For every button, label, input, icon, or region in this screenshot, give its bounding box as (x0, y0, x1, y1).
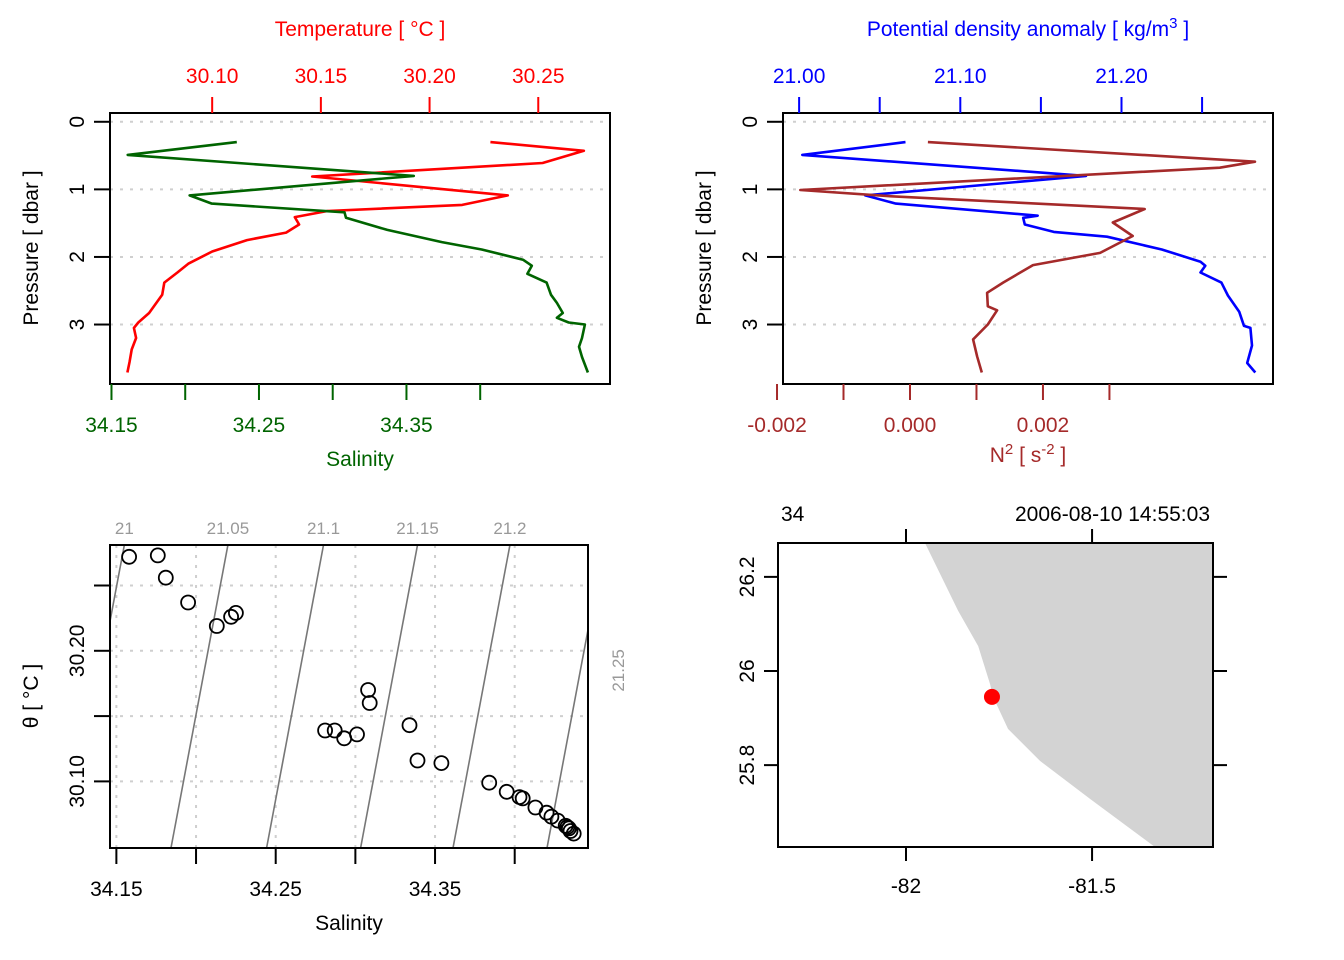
potential-density-anomaly-tick-label: 21.00 (773, 65, 826, 88)
salinity-tick-label: 34.15 (85, 414, 138, 437)
ts-data-point (433, 755, 450, 771)
ts-salinity-axis-title: Salinity (315, 912, 383, 935)
density-axis-title: Potential density anomaly [ kg/m3​ ] (867, 15, 1189, 41)
isopycnal-label-21.25: 21.25 (609, 649, 628, 692)
buoyancy-frequency-squared-tick-label: 0.002 (1017, 414, 1070, 437)
isopycnal-label-21.2: 21.2 (493, 519, 526, 538)
ts-data-point (565, 825, 582, 842)
isopycnal-label-21.05: 21.05 (207, 519, 250, 538)
isopycnal-21.05 (170, 545, 229, 848)
isopycnal-21.15 (359, 545, 419, 848)
n2-axis-title: N2​ [ s-2​ ] (990, 441, 1067, 467)
salinity-profile-line (126, 140, 590, 373)
isopycnal-label-21.1: 21.1 (307, 519, 340, 538)
plot-box (109, 544, 589, 849)
plot-box (109, 112, 611, 385)
ts-data-point (409, 752, 426, 769)
isopycnal-lines (110, 545, 588, 848)
ts-data-point (401, 717, 418, 734)
buoyancy-frequency-squared-profile-line (799, 140, 1257, 373)
isopycnal-21.2 (452, 545, 511, 848)
ts-data-point (349, 726, 365, 743)
station-number-label: 34 (781, 503, 805, 526)
ts-salinity-tick-label: 34.25 (249, 878, 302, 901)
longitude-tick-label: -81.5 (1068, 875, 1116, 898)
pressure-axis-title-right-panel: Pressure [ dbar ] (693, 170, 716, 325)
plot-box (777, 542, 1214, 848)
panel-density-n2-profile: 21.00 21.10 21.20 -0.002 0.000 0.002 0 1 2 3 Pote… (693, 15, 1274, 467)
ts-salinity-tick-label: 34.35 (409, 878, 462, 901)
ts-salinity-tick-label: 34.15 (90, 878, 143, 901)
theta-tick-label: 30.10 (66, 755, 89, 808)
isopycnal-21.1 (265, 545, 325, 848)
latitude-tick-label: 26 (736, 659, 759, 682)
station-location-dot (983, 688, 1000, 705)
temperature-tick-label: 30.20 (403, 65, 456, 88)
map-area (925, 543, 1213, 847)
panel-ts-diagram: 21 21.05 21.1 21.15 21.2 21.25 34.15 34.25 34.35… (20, 519, 628, 935)
temp-sal-profile-dynamic: 30.10 30.15 30.20 30.25 34.15 34.25 34.35 0 1 2 3 (66, 65, 611, 437)
salinity-axis-title: Salinity (326, 448, 394, 471)
station-timestamp-label: 2006-08-10 14:55:03 (1015, 503, 1210, 526)
density-n2-profile-dynamic: 21.00 21.10 21.20 -0.002 0.000 0.002 0 1 2 3 (739, 65, 1274, 437)
temperature-axis-title: Temperature [ °C ] (275, 18, 446, 41)
ts-diagram-dynamic: 21 21.05 21.1 21.15 21.2 21.25 34.15 34.25 34.35… (66, 519, 628, 901)
temperature-tick-label: 30.15 (295, 65, 348, 88)
ts-data-point (561, 820, 577, 837)
pressure-tick-label: 2 (66, 251, 89, 263)
station-map-dynamic: -82 -81.5 26.2 26 25.8 (736, 529, 1227, 898)
pressure-tick-label: 2 (739, 251, 762, 263)
land-polygon (925, 543, 1213, 847)
latitude-tick-label: 25.8 (736, 745, 759, 786)
ts-data-point (223, 608, 240, 625)
ts-data-point (227, 605, 244, 621)
pressure-tick-label: 0 (739, 116, 762, 128)
isopycnal-label-21: 21 (115, 519, 134, 538)
temperature-tick-label: 30.10 (186, 65, 239, 88)
potential-density-anomaly-tick-label: 21.20 (1095, 65, 1148, 88)
ts-data-point (538, 804, 555, 821)
potential-density-anomaly-tick-label: 21.10 (934, 65, 987, 88)
ts-data-point (180, 594, 197, 611)
theta-tick-label: 30.20 (66, 625, 89, 678)
longitude-tick-label: -82 (891, 875, 921, 898)
isopycnal-21.25 (546, 625, 588, 848)
ts-data-point (360, 682, 377, 698)
ts-data-point (317, 722, 334, 739)
ts-data-point (514, 790, 531, 807)
potential-density-anomaly-profile-line (801, 140, 1257, 374)
latitude-tick-label: 26.2 (736, 556, 759, 597)
salinity-tick-label: 34.25 (233, 414, 286, 437)
pressure-tick-label: 3 (66, 319, 89, 331)
ts-data-point (562, 823, 579, 839)
ts-data-point (121, 548, 138, 565)
pressure-tick-label: 0 (66, 116, 89, 128)
pressure-tick-label: 1 (66, 184, 89, 196)
isopycnal-21 (110, 545, 126, 626)
pressure-tick-label: 1 (739, 184, 762, 196)
ts-data-point (336, 730, 353, 747)
ts-data-point (326, 722, 343, 739)
ts-data-point (149, 547, 166, 564)
buoyancy-frequency-squared-tick-label: 0.000 (884, 414, 937, 437)
salinity-tick-label: 34.35 (380, 414, 433, 437)
temperature-profile-line (126, 140, 586, 373)
ts-data-point (481, 774, 498, 791)
ts-data-point (157, 569, 174, 586)
ts-data-point (498, 783, 515, 800)
ts-data-point (208, 618, 225, 634)
pressure-tick-label: 3 (739, 319, 762, 331)
theta-axis-title: θ [ °C ] (20, 664, 43, 728)
isopycnal-label-21.15: 21.15 (396, 519, 439, 538)
ts-data-point (361, 695, 378, 711)
buoyancy-frequency-squared-tick-label: -0.002 (747, 414, 807, 437)
pressure-axis-title: Pressure [ dbar ] (20, 170, 43, 325)
panel-station-map: -82 -81.5 26.2 26 25.8 34 2006-08-10 14:55:0… (736, 503, 1227, 898)
temperature-tick-label: 30.25 (512, 65, 565, 88)
plot-box (782, 112, 1274, 385)
